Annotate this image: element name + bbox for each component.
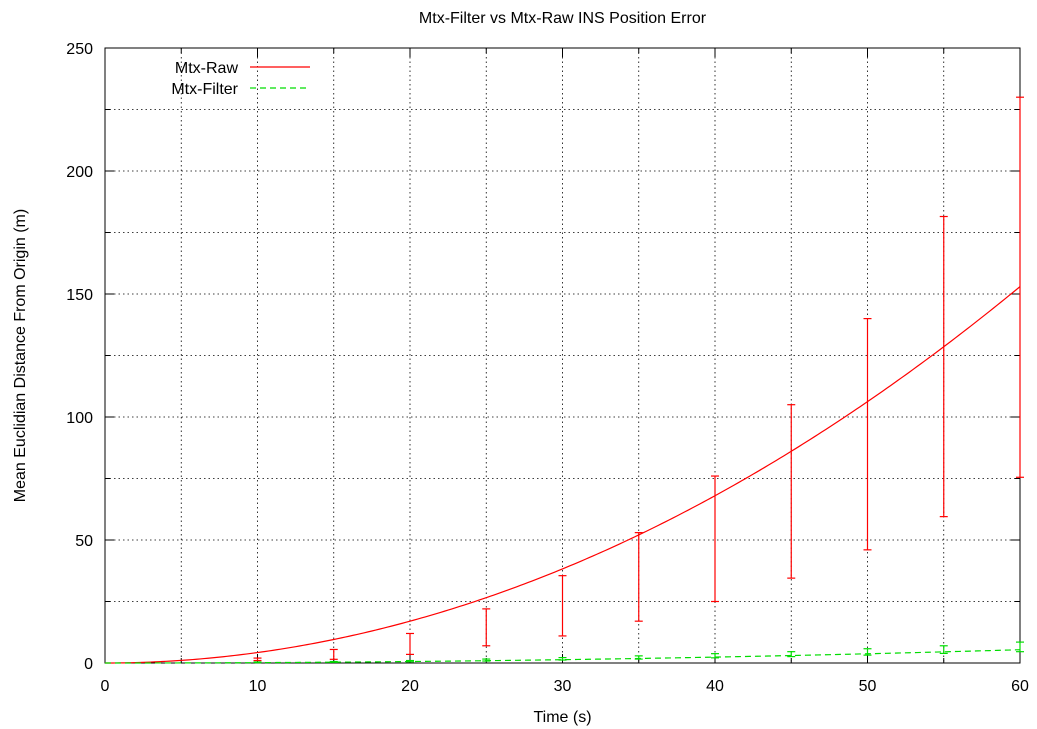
series-Mtx-Filter xyxy=(105,641,1024,664)
x-tick-label: 30 xyxy=(554,678,572,695)
error-bar xyxy=(558,656,567,661)
tick-labels: 0 10 20 30 40 50 60 0 50 100 150 200 250 xyxy=(66,41,1029,695)
chart-title: Mtx-Filter vs Mtx-Raw INS Position Error xyxy=(419,10,707,27)
y-tick-label: 100 xyxy=(66,410,93,427)
series-Mtx-Raw xyxy=(104,96,1024,664)
error-bar xyxy=(482,608,491,647)
error-bar xyxy=(863,648,872,656)
error-bar xyxy=(1016,96,1024,478)
y-tick-label: 250 xyxy=(66,41,93,58)
y-tick-label: 0 xyxy=(84,656,93,673)
x-tick-label: 60 xyxy=(1011,678,1029,695)
x-tick-label: 0 xyxy=(101,678,110,695)
y-tick-label: 150 xyxy=(66,287,93,304)
error-bar xyxy=(558,575,567,637)
y-axis-label: Mean Euclidian Distance From Origin (m) xyxy=(12,209,29,502)
error-bar xyxy=(329,648,338,660)
error-bar xyxy=(329,660,338,663)
error-bar xyxy=(863,318,872,551)
legend-label: Mtx-Raw xyxy=(175,60,239,77)
x-tick-label: 40 xyxy=(706,678,724,695)
x-tick-label: 20 xyxy=(401,678,419,695)
error-bar xyxy=(939,645,948,655)
error-bar xyxy=(711,653,719,659)
error-bar xyxy=(1016,641,1024,653)
error-bar xyxy=(406,659,414,663)
error-bar xyxy=(634,655,643,660)
error-bar xyxy=(482,658,491,662)
error-bar xyxy=(634,532,643,622)
error-bar xyxy=(787,404,796,579)
x-tick-label: 50 xyxy=(859,678,877,695)
y-tick-label: 50 xyxy=(75,533,93,550)
error-bar xyxy=(787,651,796,658)
x-tick-label: 10 xyxy=(249,678,267,695)
grid-lines xyxy=(105,48,1020,663)
series-layer xyxy=(104,96,1024,664)
error-bar xyxy=(711,475,719,603)
error-bar xyxy=(939,215,948,518)
y-tick-label: 200 xyxy=(66,164,93,181)
error-bar xyxy=(406,632,414,655)
legend: Mtx-Raw Mtx-Filter xyxy=(171,60,310,98)
x-axis-label: Time (s) xyxy=(533,709,591,726)
error-bar xyxy=(253,657,262,662)
legend-label: Mtx-Filter xyxy=(171,81,238,98)
